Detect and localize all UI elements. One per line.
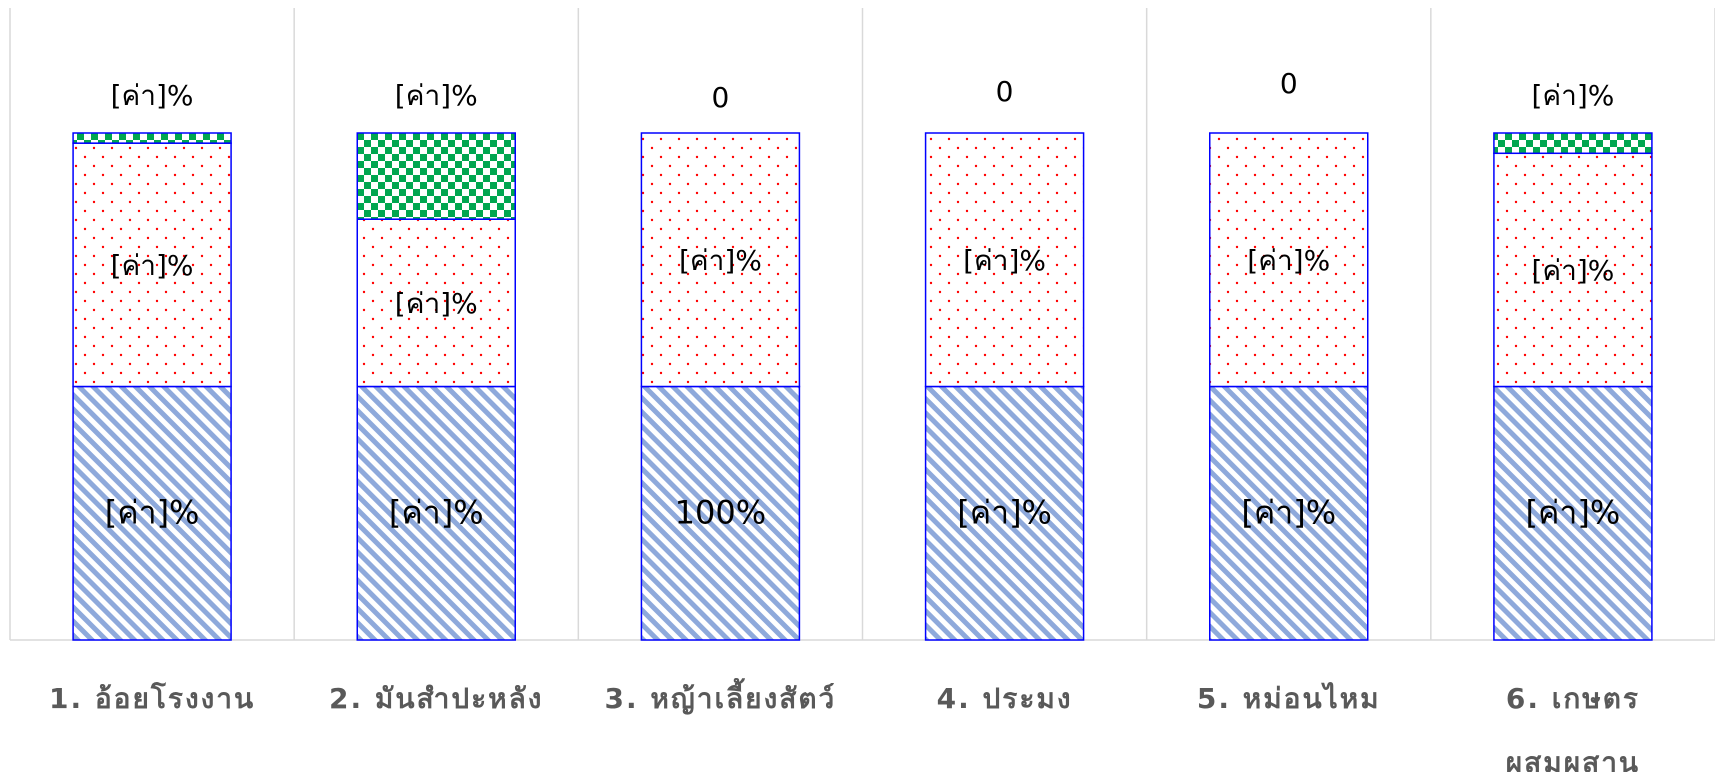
data-label: [ค่า]% xyxy=(111,249,194,282)
bar-segment-2-cat-2 xyxy=(356,218,516,388)
bar-segment-2-cat-3 xyxy=(640,132,801,388)
data-label: [ค่า]% xyxy=(1247,244,1330,277)
data-label: [ค่า]% xyxy=(957,493,1052,531)
category-tick-label: 2. มันสำปะหลัง xyxy=(329,682,543,715)
bar-segment-1-cat-5 xyxy=(1209,385,1369,641)
category-tick-label: 3. หญ้าเลี้ยงสัตว์ xyxy=(605,677,837,715)
bar-segment-2-cat-6 xyxy=(1493,152,1653,388)
data-label: [ค่า]% xyxy=(111,79,194,112)
data-label: [ค่า]% xyxy=(963,244,1046,277)
gridlines xyxy=(9,8,1715,641)
category-tick-label: ผสมผสาน xyxy=(1506,746,1640,772)
data-label: [ค่า]% xyxy=(1531,79,1614,112)
data-label: 0 xyxy=(996,75,1014,108)
bar-segment-2-cat-5 xyxy=(1209,132,1369,388)
data-label: [ค่า]% xyxy=(1526,493,1621,531)
data-label: [ค่า]% xyxy=(105,493,200,531)
bar-segment-1-cat-3 xyxy=(640,385,801,641)
data-label: 0 xyxy=(712,81,730,114)
data-label: [ค่า]% xyxy=(679,244,762,277)
bar-segment-3-cat-1 xyxy=(72,132,232,144)
data-labels: [ค่า]% [ค่า]% [ค่า]% [ค่า]% [ค่า]% [ค่า]% 100%… xyxy=(105,67,1621,531)
bar-segment-2-cat-1 xyxy=(72,142,232,388)
data-label: [ค่า]% xyxy=(389,493,484,531)
bar-segment-2-cat-4 xyxy=(924,132,1085,388)
category-tick-label: 6. เกษตร xyxy=(1506,682,1640,715)
bar-segment-1-cat-1 xyxy=(72,385,232,641)
category-tick-label: 5. หม่อนไหม xyxy=(1197,682,1381,715)
category-tick-label: 4. ประมง xyxy=(937,682,1073,715)
data-label: [ค่า]% xyxy=(1241,493,1336,531)
data-label: [ค่า]% xyxy=(395,79,478,112)
data-label: 0 xyxy=(1280,67,1298,100)
data-label: 100% xyxy=(675,493,766,531)
bar-segment-3-cat-6 xyxy=(1493,132,1653,155)
category-axis: 1. อ้อยโรงงาน 2. มันสำปะหลัง 3. หญ้าเลี้ยง… xyxy=(49,677,1640,772)
bar-segment-1-cat-2 xyxy=(356,385,516,641)
data-label: [ค่า]% xyxy=(1531,254,1614,287)
bars xyxy=(72,132,1653,641)
data-label: [ค่า]% xyxy=(395,287,478,320)
bar-segment-3-cat-2 xyxy=(356,132,516,220)
category-tick-label: 1. อ้อยโรงงาน xyxy=(49,681,255,715)
bar-segment-1-cat-4 xyxy=(924,385,1085,641)
